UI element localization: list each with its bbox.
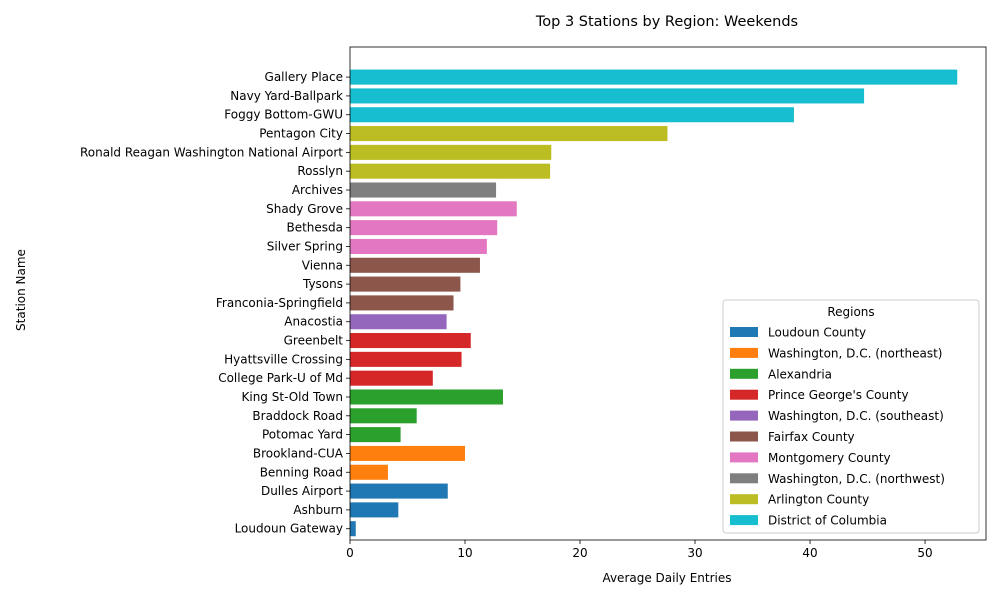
legend-swatch — [730, 473, 758, 484]
y-tick-label: Pentagon City — [259, 127, 343, 141]
legend-swatch — [730, 515, 758, 526]
y-tick-label: Ashburn — [293, 503, 343, 517]
y-tick-label: Navy Yard-Ballpark — [230, 89, 343, 103]
y-tick-label: Potomac Yard — [262, 428, 343, 442]
bar-12 — [350, 295, 454, 311]
bar-0 — [350, 521, 356, 537]
bar-3 — [350, 464, 388, 480]
y-tick-label: Dulles Airport — [261, 484, 343, 498]
y-tick-label: Ronald Reagan Washington National Airpor… — [80, 145, 343, 159]
y-tick-label: Archives — [292, 183, 343, 197]
legend-entry-label: Arlington County — [768, 493, 869, 507]
legend-entry-label: Washington, D.C. (southeast) — [768, 409, 944, 423]
legend-entry-label: Washington, D.C. (northwest) — [768, 472, 945, 486]
bar-7 — [350, 389, 503, 405]
bar-22 — [350, 107, 794, 123]
y-tick-label: Anacostia — [284, 315, 343, 329]
chart-title: Top 3 Stations by Region: Weekends — [535, 14, 798, 30]
y-ticks-layer: Loudoun Gateway Ashburn Dulles Airport Benn… — [80, 70, 350, 536]
y-tick-label: King St-Old Town — [242, 390, 344, 404]
x-tick-label: 30 — [687, 546, 702, 560]
x-tick-label: 40 — [802, 546, 817, 560]
y-tick-label: Bethesda — [286, 221, 343, 235]
y-axis-label: Station Name — [14, 249, 28, 331]
y-tick-label: Hyattsville Crossing — [224, 352, 343, 366]
y-tick-label: Rosslyn — [297, 164, 343, 178]
y-tick-label: Shady Grove — [266, 202, 343, 216]
bar-11 — [350, 314, 447, 330]
legend-swatch — [730, 389, 758, 400]
bar-23 — [350, 88, 865, 104]
y-tick-label: Silver Spring — [267, 239, 343, 253]
legend-entry-label: Loudoun County — [768, 326, 866, 340]
bar-16 — [350, 220, 498, 236]
legend-swatch — [730, 347, 758, 358]
y-tick-label: Braddock Road — [252, 409, 343, 423]
bar-4 — [350, 445, 466, 461]
legend-entry-label: Prince George's County — [768, 388, 909, 402]
bar-2 — [350, 483, 448, 499]
bar-24 — [350, 69, 958, 85]
bar-6 — [350, 408, 417, 424]
legend-swatch — [730, 452, 758, 463]
legend-entries: Loudoun County Washington, D.C. (northeas… — [730, 326, 945, 528]
legend-swatch — [730, 494, 758, 505]
y-tick-label: College Park-U of Md — [218, 371, 343, 385]
y-tick-label: Greenbelt — [284, 334, 344, 348]
plot-frame — [349, 46, 987, 541]
legend-title: Regions — [827, 305, 874, 319]
y-tick-label: Loudoun Gateway — [235, 522, 343, 536]
bar-1 — [350, 502, 399, 518]
legend-swatch — [730, 368, 758, 379]
bar-9 — [350, 351, 462, 367]
legend-swatch — [730, 327, 758, 337]
bar-5 — [350, 427, 401, 443]
legend-entry-label: District of Columbia — [768, 514, 887, 528]
bar-14 — [350, 257, 480, 273]
x-tick-label: 10 — [457, 546, 472, 560]
y-tick-label: Gallery Place — [265, 70, 343, 84]
y-tick-label: Benning Road — [260, 465, 343, 479]
bar-18 — [350, 182, 497, 198]
legend-swatch — [730, 410, 758, 421]
bar-8 — [350, 370, 433, 386]
x-ticks-layer: 0 10 20 30 40 50 — [346, 540, 933, 560]
y-tick-label: Franconia-Springfield — [216, 296, 343, 310]
bar-13 — [350, 276, 461, 292]
x-tick-label: 50 — [917, 546, 932, 560]
legend-entry-label: Alexandria — [768, 367, 832, 381]
y-tick-label: Vienna — [302, 258, 343, 272]
y-tick-label: Brookland-CUA — [253, 446, 344, 460]
legend-box — [722, 299, 980, 534]
x-tick-label: 20 — [572, 546, 587, 560]
x-tick-label: 0 — [346, 546, 354, 560]
bar-15 — [350, 238, 487, 254]
legend: Regions Loudoun County Washington, D.C. (… — [722, 299, 980, 534]
bar-21 — [350, 126, 668, 142]
legend-entry-label: Fairfax County — [768, 430, 855, 444]
legend-swatch — [730, 431, 758, 442]
legend-entry-label: Montgomery County — [768, 451, 891, 465]
y-tick-label: Foggy Bottom-GWU — [224, 108, 343, 122]
bar-19 — [350, 163, 551, 179]
legend-entry-label: Washington, D.C. (northeast) — [768, 346, 942, 360]
x-axis-label: Average Daily Entries — [602, 571, 731, 585]
bar-20 — [350, 144, 552, 160]
y-tick-label: Tysons — [302, 277, 343, 291]
bar-17 — [350, 201, 517, 217]
bar-10 — [350, 333, 471, 349]
bars-layer — [350, 69, 958, 537]
